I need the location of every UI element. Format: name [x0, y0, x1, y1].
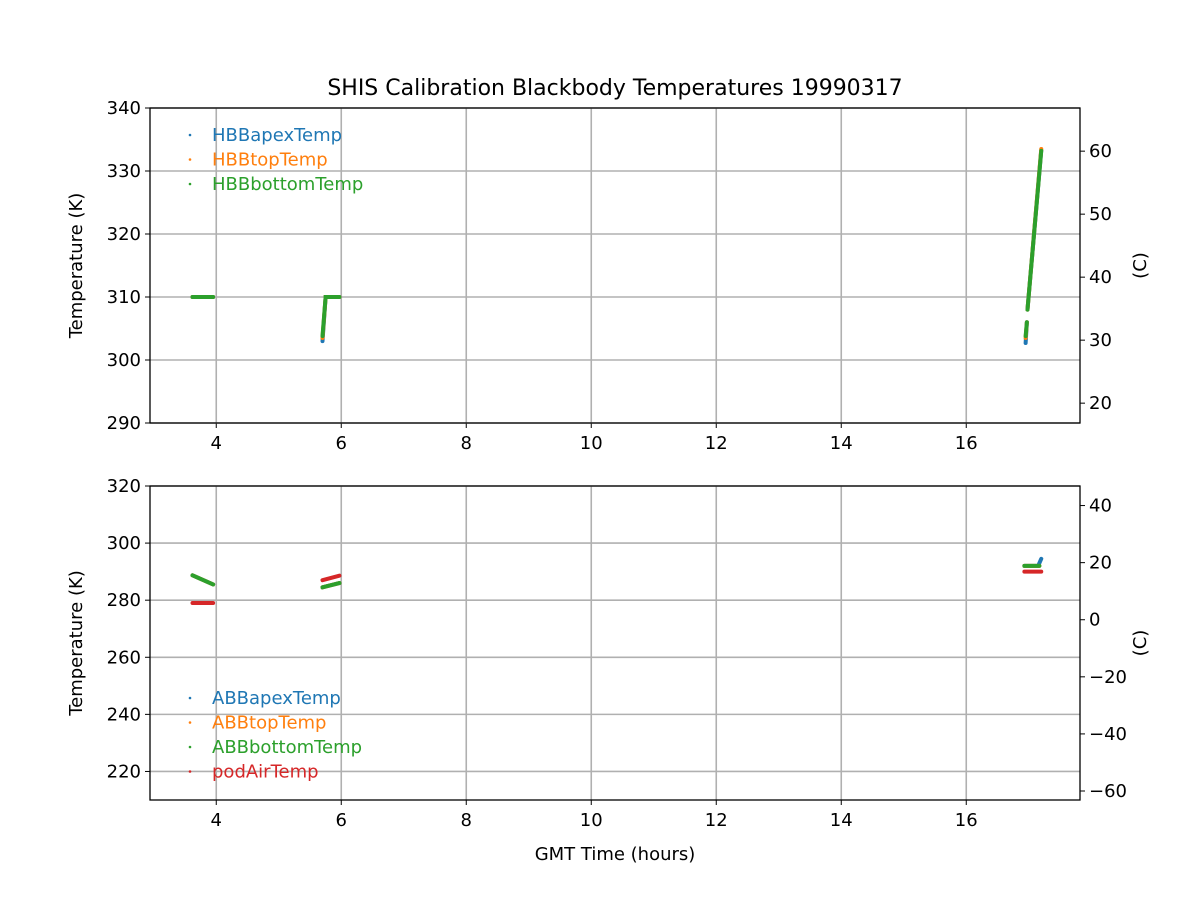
data-segment [190, 573, 216, 587]
right-y-axis-label: (C) [1130, 252, 1151, 279]
chart-title: SHIS Calibration Blackbody Temperatures … [327, 76, 902, 101]
x-tick-label: 4 [211, 810, 222, 831]
series-podAirTemp [190, 569, 1044, 606]
legend-marker [188, 770, 192, 773]
right-y-tick-label: −60 [1089, 781, 1127, 802]
x-tick-label: 12 [705, 810, 728, 831]
subplot-2: 4 6 8 10 12 14 16 220 240 260 280 300 320 −60 −40 −20 0 2… [66, 476, 1151, 831]
right-y-axis-label: (C) [1130, 630, 1151, 657]
series-HBBbottomTemp [190, 148, 1044, 339]
legend: ABBapexTemp ABBtopTemp ABBbottomTemp podAir… [188, 688, 362, 783]
data-segment [1025, 148, 1044, 312]
x-tick-label: 16 [955, 433, 978, 454]
right-y-tick-label: 40 [1089, 496, 1112, 517]
right-y-tick-label: 50 [1089, 204, 1112, 225]
y-tick-label: 340 [107, 98, 141, 119]
axes-frame [149, 485, 1081, 801]
legend-label: HBBtopTemp [212, 150, 328, 171]
right-y-tick-label: −40 [1089, 724, 1127, 745]
data-segment [1023, 320, 1029, 339]
series-ABBtopTemp [190, 563, 1042, 590]
legend-label: ABBapexTemp [212, 688, 341, 709]
x-tick-label: 6 [336, 810, 347, 831]
y-tick-label: 310 [107, 287, 141, 308]
y-tick-label: 320 [107, 476, 141, 497]
right-y-tick-label: 20 [1089, 553, 1112, 574]
legend-label: HBBapexTemp [212, 125, 342, 146]
legend-marker [188, 158, 192, 161]
legend: HBBapexTemp HBBtopTemp HBBbottomTemp [188, 125, 363, 195]
x-tick-label: 16 [955, 810, 978, 831]
legend-marker [188, 133, 192, 137]
x-tick-label: 10 [580, 810, 603, 831]
data-segment [320, 581, 342, 590]
y-tick-label: 240 [107, 704, 141, 725]
series-ABBapexTemp [190, 556, 1044, 590]
legend-label: ABBbottomTemp [212, 737, 362, 758]
right-y-tick-label: 0 [1089, 610, 1100, 631]
data-segment [320, 295, 342, 339]
x-tick-label: 6 [336, 433, 347, 454]
legend-marker [188, 745, 192, 749]
x-tick-label: 8 [461, 433, 472, 454]
legend-marker [188, 721, 192, 724]
x-axis-label: GMT Time (hours) [535, 844, 696, 865]
y-tick-label: 260 [107, 647, 141, 668]
y-tick-label: 290 [107, 413, 141, 434]
right-y-tick-label: 40 [1089, 267, 1112, 288]
x-tick-label: 10 [580, 433, 603, 454]
legend-label: ABBtopTemp [212, 713, 326, 734]
right-y-tick-label: 30 [1089, 330, 1112, 351]
legend-marker [188, 182, 192, 186]
x-tick-label: 8 [461, 810, 472, 831]
y-axis-label: Temperature (K) [66, 193, 87, 340]
data-segment [320, 573, 342, 583]
x-tick-label: 14 [830, 433, 853, 454]
right-y-tick-label: 20 [1089, 393, 1112, 414]
y-axis-label: Temperature (K) [66, 570, 87, 717]
x-tick-label: 14 [830, 810, 853, 831]
legend-marker [188, 696, 192, 700]
legend-label: podAirTemp [212, 762, 319, 783]
x-tick-label: 12 [705, 433, 728, 454]
y-tick-label: 330 [107, 161, 141, 182]
y-tick-label: 320 [107, 224, 141, 245]
series-ABBbottomTemp [190, 563, 1042, 590]
subplot-1: 4 6 8 10 12 14 16 290 300 310 320 330 340 20 30 40 50 60 T… [66, 98, 1151, 454]
x-tick-label: 4 [211, 433, 222, 454]
y-tick-label: 220 [107, 761, 141, 782]
right-y-tick-label: −20 [1089, 667, 1127, 688]
y-tick-label: 280 [107, 590, 141, 611]
axes-frame [149, 107, 1081, 424]
y-tick-label: 300 [107, 533, 141, 554]
legend-label: HBBbottomTemp [212, 174, 363, 195]
y-tick-label: 300 [107, 350, 141, 371]
right-y-tick-label: 60 [1089, 141, 1112, 162]
